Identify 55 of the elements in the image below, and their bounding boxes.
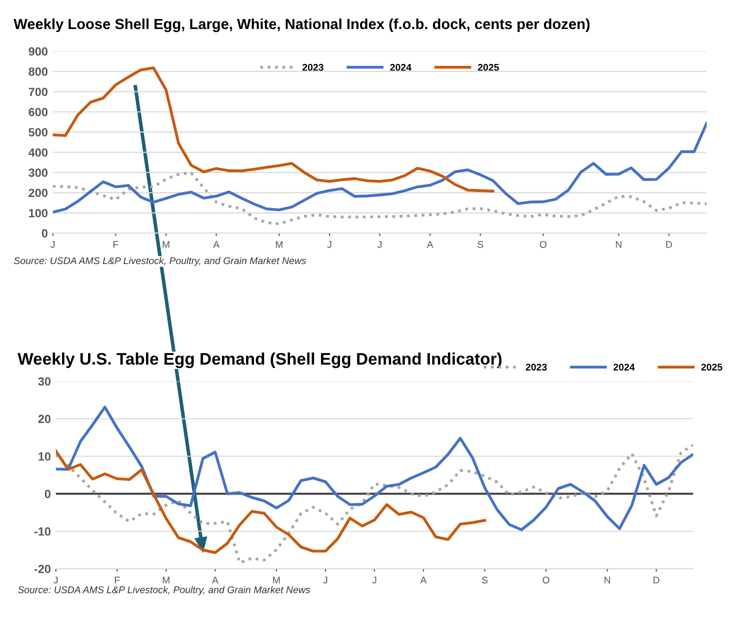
x-tick-label: J bbox=[372, 576, 376, 584]
line-series bbox=[56, 444, 694, 564]
x-tick-label: A bbox=[426, 241, 434, 248]
y-tick-label: 30 bbox=[38, 377, 51, 386]
y-tick-label: 300 bbox=[28, 168, 48, 177]
y-tick-label: -10 bbox=[34, 527, 51, 536]
x-tick-label: O bbox=[540, 241, 547, 248]
x-tick-label: D bbox=[666, 241, 672, 248]
y-tick-label: 600 bbox=[28, 108, 48, 116]
y-tick-label: 400 bbox=[28, 148, 48, 157]
y-tick-label: 900 bbox=[28, 47, 48, 56]
x-tick-label: M bbox=[276, 241, 282, 248]
x-tick-label: D bbox=[654, 576, 660, 584]
line-series bbox=[56, 406, 694, 532]
legend-label: 2024 bbox=[614, 364, 635, 371]
legend-label: 2025 bbox=[478, 64, 499, 71]
x-tick-label: J bbox=[327, 241, 332, 248]
x-tick-label: J bbox=[377, 241, 382, 248]
line-series bbox=[52, 122, 707, 214]
x-tick-label: M bbox=[273, 576, 280, 584]
x-tick-label: J bbox=[323, 576, 328, 584]
chart-title: Weekly U.S. Table Egg Demand (Shell Egg Demand Indicator) bbox=[18, 352, 502, 368]
chart-title: Weekly Loose Shell Egg, Large, White, National Index (f.o.b. dock, cents per dozen) bbox=[14, 18, 590, 32]
x-tick-label: M bbox=[162, 576, 170, 584]
y-tick-label: 0 bbox=[42, 229, 48, 238]
y-tick-label: -20 bbox=[34, 564, 51, 574]
y-tick-label: 100 bbox=[29, 208, 48, 218]
legend-label: 2023 bbox=[526, 364, 547, 371]
legend-label: 2025 bbox=[701, 364, 722, 371]
x-tick-label: M bbox=[162, 241, 170, 248]
x-tick-label: F bbox=[114, 241, 118, 248]
y-tick-label: 0 bbox=[44, 490, 51, 498]
y-tick-label: 200 bbox=[28, 188, 48, 198]
x-tick-label: N bbox=[616, 241, 622, 248]
y-tick-label: 20 bbox=[38, 414, 51, 424]
x-tick-label: J bbox=[54, 576, 58, 584]
line-series bbox=[56, 450, 486, 554]
source-note: Source: USDA AMS L&P Livestock, Poultry, and Grain Market News bbox=[18, 586, 310, 596]
x-tick-label: F bbox=[114, 576, 120, 584]
x-tick-label: O bbox=[542, 576, 550, 584]
legend-label: 2024 bbox=[390, 64, 412, 71]
line-series bbox=[52, 172, 707, 226]
x-tick-label: N bbox=[604, 576, 610, 584]
x-tick-label: A bbox=[420, 576, 427, 584]
x-tick-label: S bbox=[482, 576, 488, 584]
y-tick-label: 10 bbox=[38, 452, 51, 461]
x-tick-label: A bbox=[212, 576, 218, 584]
y-tick-label: 700 bbox=[28, 88, 48, 96]
y-tick-label: 500 bbox=[28, 128, 48, 136]
x-tick-label: S bbox=[478, 241, 484, 248]
y-tick-label: 800 bbox=[28, 67, 48, 76]
source-note: Source: USDA AMS L&P Livestock, Poultry, and Grain Market News bbox=[14, 257, 306, 266]
x-tick-label: A bbox=[213, 241, 220, 248]
x-tick-label: J bbox=[50, 241, 55, 248]
legend-label: 2023 bbox=[302, 64, 324, 71]
